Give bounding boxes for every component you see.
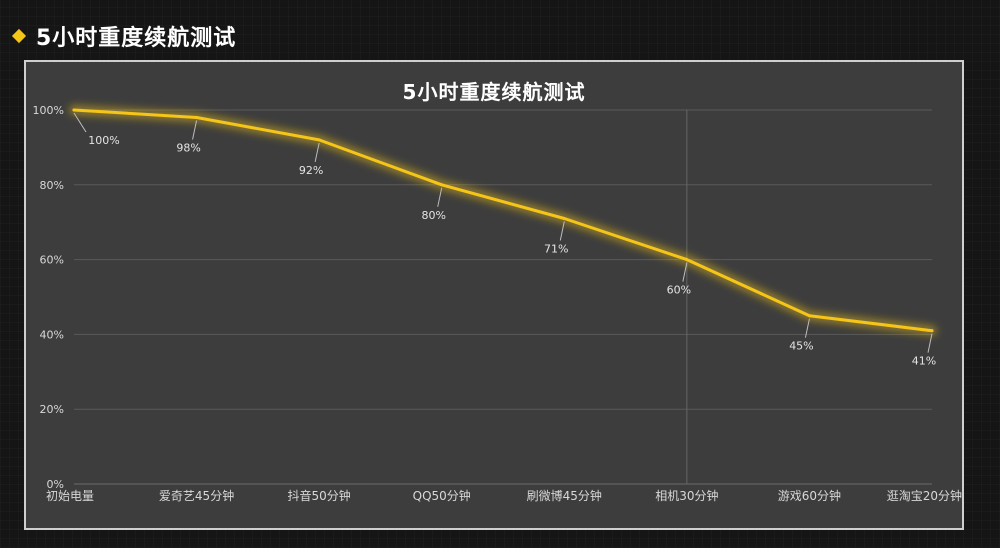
data-label-leader: [682, 262, 688, 282]
data-point: [562, 216, 566, 220]
data-point: [72, 108, 76, 112]
data-label: 80%: [421, 209, 445, 222]
data-point: [440, 183, 444, 187]
y-tick-label: 40%: [40, 328, 64, 341]
data-label: 45%: [789, 340, 813, 353]
data-point: [930, 329, 934, 333]
y-tick-label: 20%: [40, 403, 64, 416]
data-label-leader: [73, 112, 87, 133]
data-point: [195, 115, 199, 119]
data-point: [807, 314, 811, 318]
data-label: 100%: [88, 134, 119, 147]
x-tick-label: 抖音50分钟: [288, 488, 351, 503]
data-label: 92%: [299, 164, 323, 177]
chart-title: 5小时重度续航测试: [402, 80, 586, 104]
data-label: 60%: [667, 284, 691, 297]
y-tick-label: 0%: [47, 478, 64, 491]
data-label-leader: [192, 120, 198, 140]
y-tick-label: 80%: [40, 179, 64, 192]
chart-frame: 5小时重度续航测试 0% 20% 40% 60% 80% 100% 初始电量 爱奇艺45分钟 抖…: [24, 60, 964, 530]
data-label-leader: [437, 187, 443, 207]
section-header: 5小时重度续航测试: [11, 16, 237, 56]
line-chart: 0% 20% 40% 60% 80% 100% 初始电量 爱奇艺45分钟 抖音50分钟 QQ50分…: [33, 104, 962, 503]
data-label-leader: [804, 318, 810, 338]
x-tick-label: 游戏60分钟: [778, 488, 841, 503]
series-line-glow: [69, 105, 937, 336]
data-label: 41%: [912, 355, 936, 368]
x-tick-label: QQ50分钟: [413, 488, 471, 503]
series-line: [72, 108, 934, 333]
data-point: [685, 258, 689, 262]
x-tick-label: 刷微博45分钟: [527, 488, 602, 503]
x-tick-label: 初始电量: [46, 489, 94, 503]
x-tick-label: 逛淘宝20分钟: [887, 488, 962, 503]
data-label: 71%: [544, 242, 568, 255]
data-label-leader: [559, 221, 565, 241]
data-label: 98%: [176, 141, 200, 154]
x-tick-label: 爱奇艺45分钟: [159, 488, 234, 503]
y-tick-label: 60%: [40, 254, 64, 267]
x-tick-label: 相机30分钟: [655, 488, 718, 503]
data-label-leader: [927, 333, 933, 353]
diamond-icon: [11, 28, 27, 44]
section-title: 5小时重度续航测试: [36, 26, 237, 51]
data-label-leader: [314, 142, 320, 163]
y-tick-label: 100%: [33, 104, 64, 117]
data-point: [317, 138, 321, 142]
